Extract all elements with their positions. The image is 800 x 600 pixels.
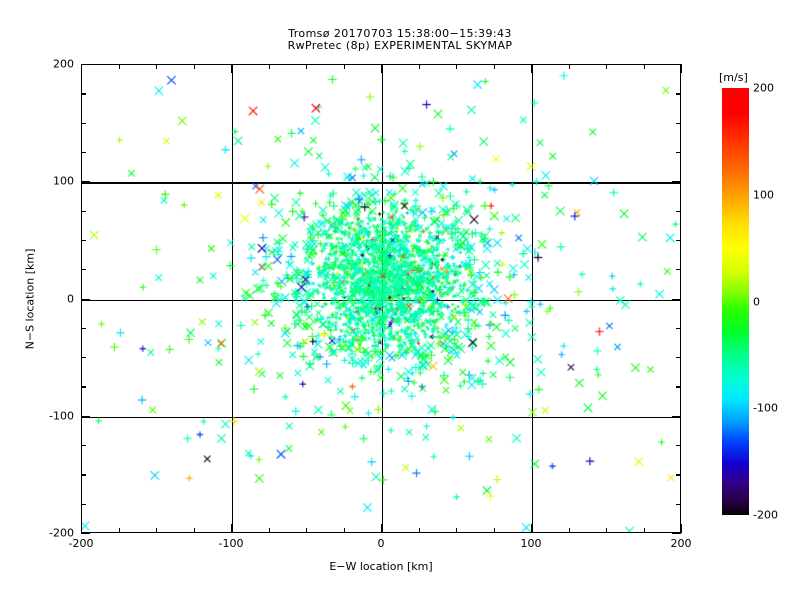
y-tick-label: -100: [49, 409, 74, 423]
y-tick-left: [81, 239, 86, 242]
y-tick-right: [676, 327, 681, 329]
y-tick-left: [81, 181, 90, 183]
y-tick-right: [676, 386, 681, 388]
x-tick-bottom: [81, 524, 83, 533]
x-tick-top: [231, 64, 233, 73]
x-tick-top: [418, 64, 420, 69]
y-tick-label: 100: [53, 174, 74, 188]
x-tick-top: [493, 64, 495, 69]
x-tick-top: [193, 64, 195, 69]
colorbar-tick-label: 0: [753, 295, 760, 308]
figure-title-line1: Tromsø 20170703 15:38:00−15:39:43: [288, 27, 512, 40]
y-tick-left: [81, 474, 86, 476]
x-tick-label: -100: [218, 537, 244, 550]
colorbar-unit-label: [m/s]: [719, 71, 748, 84]
x-tick-top: [531, 64, 533, 73]
figure-title-line2: RwPretec (8p) EXPERIMENTAL SKYMAP: [287, 39, 513, 52]
y-tick-left: [81, 445, 86, 447]
x-tick-label: 100: [520, 537, 542, 550]
y-tick-left: [81, 327, 86, 329]
y-tick-left: [81, 93, 86, 95]
y-tick-right: [676, 239, 681, 242]
x-tick-bottom: [643, 528, 645, 533]
y-tick-right: [676, 445, 681, 447]
x-tick-top: [568, 64, 570, 69]
x-tick-bottom: [156, 528, 158, 533]
x-tick-top: [681, 64, 683, 73]
x-tick-top: [118, 64, 120, 69]
x-tick-top: [306, 64, 308, 69]
x-tick-top: [606, 64, 608, 69]
x-tick-bottom: [681, 524, 683, 533]
y-tick-label: 0: [67, 292, 74, 305]
plot-area: [81, 64, 681, 533]
y-tick-right: [676, 269, 681, 271]
y-tick-left: [81, 533, 90, 535]
x-tick-bottom: [381, 524, 383, 533]
colorbar-tick-label: 100: [753, 188, 774, 202]
x-axis-title: E−W location [km]: [329, 560, 433, 573]
colorbar-tick-label: 200: [753, 81, 774, 95]
y-axis-title: N−S location [km]: [23, 248, 37, 350]
x-tick-top: [81, 64, 83, 73]
x-tick-top: [381, 64, 383, 73]
x-tick-bottom: [493, 528, 495, 533]
y-tick-right: [676, 151, 681, 154]
y-tick-right: [676, 93, 681, 95]
x-tick-label: 200: [670, 537, 692, 550]
y-tick-right: [676, 122, 681, 124]
y-tick-left: [81, 269, 86, 271]
x-tick-bottom: [568, 528, 570, 533]
x-tick-bottom: [118, 528, 120, 533]
y-tick-left: [81, 298, 90, 300]
x-tick-label: 0: [377, 537, 385, 550]
x-tick-top: [343, 64, 345, 69]
y-tick-right: [672, 181, 681, 183]
y-tick-left: [81, 357, 86, 359]
y-tick-right: [672, 533, 681, 535]
y-tick-label: 200: [53, 57, 74, 71]
x-tick-label: -200: [68, 537, 94, 550]
x-tick-bottom: [418, 528, 420, 533]
y-tick-left: [81, 64, 90, 66]
y-tick-right: [676, 474, 681, 476]
colorbar-tick-label: -100: [753, 401, 778, 415]
y-tick-label: -200: [49, 526, 74, 540]
y-tick-right: [676, 210, 681, 212]
colorbar-gradient: [722, 88, 749, 515]
y-tick-left: [81, 386, 86, 388]
y-tick-right: [672, 64, 681, 66]
y-tick-left: [81, 415, 90, 417]
y-tick-right: [672, 298, 681, 300]
colorbar-tick-label: -200: [753, 508, 778, 522]
x-tick-bottom: [306, 528, 308, 533]
x-tick-bottom: [231, 524, 233, 533]
x-tick-bottom: [343, 528, 345, 533]
y-tick-right: [676, 357, 681, 359]
y-tick-right: [676, 503, 681, 505]
x-tick-top: [156, 64, 158, 69]
y-tick-left: [81, 122, 86, 124]
colorbar-group: [722, 88, 749, 515]
y-tick-left: [81, 151, 86, 154]
scatter-points: [82, 65, 680, 532]
x-tick-top: [456, 64, 458, 69]
x-tick-bottom: [606, 528, 608, 533]
y-tick-left: [81, 210, 86, 212]
x-tick-bottom: [268, 528, 270, 533]
x-tick-bottom: [531, 524, 533, 533]
x-tick-bottom: [456, 528, 458, 533]
x-tick-top: [268, 64, 270, 69]
y-tick-right: [672, 415, 681, 417]
x-tick-top: [643, 64, 645, 69]
x-tick-bottom: [193, 528, 195, 533]
y-tick-left: [81, 503, 86, 505]
